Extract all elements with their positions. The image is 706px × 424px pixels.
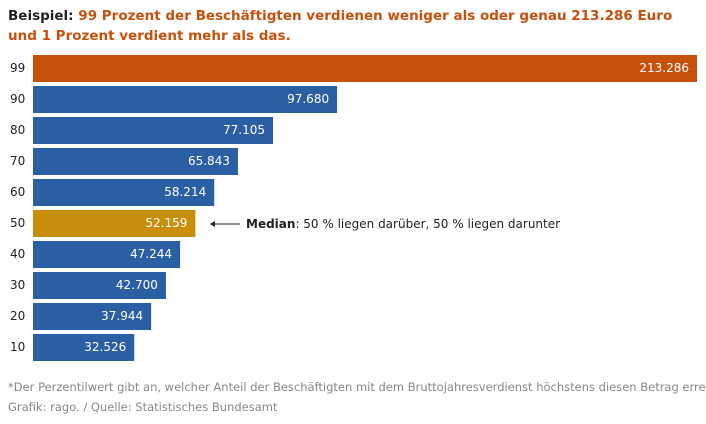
category-label: 90 — [10, 92, 25, 106]
value-label: 47.244 — [130, 247, 172, 261]
footnote: *Der Perzentilwert gibt an, welcher Ante… — [8, 380, 706, 394]
annotation: Median: 50 % liegen darüber, 50 % liegen… — [246, 217, 560, 231]
value-label: 65.843 — [188, 154, 230, 168]
value-label: 97.680 — [287, 92, 329, 106]
value-label: 37.944 — [101, 309, 143, 323]
chart: Median: 50 % liegen darüber, 50 % liegen… — [10, 55, 697, 361]
bar — [33, 179, 215, 206]
category-label: 40 — [10, 247, 25, 261]
bar — [33, 303, 152, 330]
bar — [33, 210, 196, 237]
category-label: 10 — [10, 340, 25, 354]
value-label: 58.214 — [164, 185, 206, 199]
bar — [33, 148, 238, 175]
annotation-arrowhead — [210, 221, 215, 227]
bar — [33, 241, 181, 268]
bar — [33, 117, 274, 144]
annotation-label: Median — [246, 217, 295, 231]
chart-title: Beispiel: 99 Prozent der Beschäftigten v… — [8, 6, 688, 46]
title-prefix: Beispiel: — [8, 8, 74, 24]
category-label: 70 — [10, 154, 25, 168]
value-label: 42.700 — [116, 278, 158, 292]
title-text: 99 Prozent der Beschäftigten verdienen w… — [8, 8, 673, 44]
value-label: 32.526 — [84, 340, 126, 354]
category-label: 30 — [10, 278, 25, 292]
category-label: 80 — [10, 123, 25, 137]
category-label: 60 — [10, 185, 25, 199]
value-label: 77.105 — [223, 123, 265, 137]
category-label: 99 — [10, 61, 25, 75]
value-label: 213.286 — [639, 61, 689, 75]
bar — [33, 272, 166, 299]
bar — [33, 334, 135, 361]
bar — [33, 55, 697, 82]
category-label: 50 — [10, 216, 25, 230]
bar — [33, 86, 338, 113]
value-label: 52.159 — [145, 216, 187, 230]
category-label: 20 — [10, 309, 25, 323]
source: Grafik: rago. / Quelle: Statistisches Bu… — [8, 400, 278, 414]
annotation-text: : 50 % liegen darüber, 50 % liegen darun… — [295, 217, 560, 231]
